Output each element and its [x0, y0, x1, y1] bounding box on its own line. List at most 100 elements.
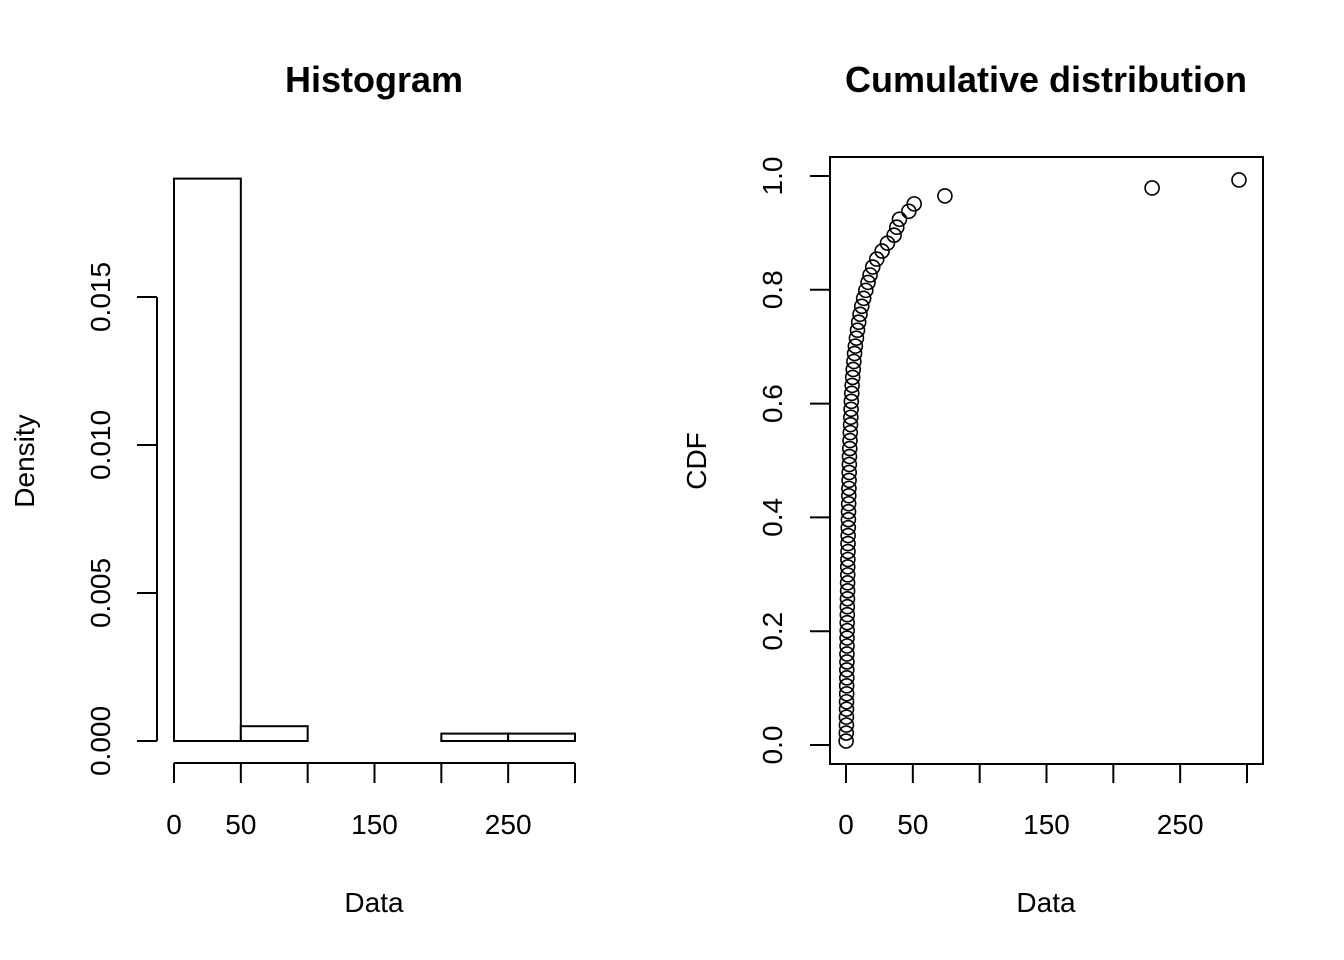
cdf-x-tick-label: 250 — [1157, 809, 1204, 840]
cdf-y-axis-label: CDF — [681, 432, 712, 490]
cdf-point — [844, 369, 861, 386]
cdf-point — [841, 472, 857, 489]
cdf-point — [840, 519, 857, 536]
histogram-bar — [440, 732, 510, 742]
cdf-point — [848, 330, 865, 346]
histogram-bar — [239, 725, 309, 743]
histogram-y-tick-label: 0.005 — [85, 558, 116, 628]
histogram-y-axis-label: Density — [9, 414, 40, 507]
histogram-x-axis: 0 50 150 250 — [166, 762, 576, 840]
cdf-point — [1231, 172, 1247, 188]
cdf-point — [840, 543, 856, 560]
histogram-title: Histogram — [285, 59, 463, 100]
histogram-y-axis: 0.000 0.005 0.010 0.015 — [85, 262, 158, 776]
cdf-y-axis: 0.0 0.2 0.4 0.6 0.8 1.0 — [757, 157, 831, 765]
histogram-x-tick-label: 250 — [485, 809, 532, 840]
cdf-point — [841, 440, 858, 457]
cdf-point — [860, 274, 876, 291]
cdf-point — [868, 251, 885, 267]
cdf-title: Cumulative distribution — [845, 59, 1247, 100]
histogram-x-tick-label: 0 — [166, 809, 182, 840]
cdf-point — [839, 638, 855, 654]
cdf-point — [839, 598, 856, 615]
cdf-point — [839, 583, 856, 599]
cdf-point — [857, 282, 874, 299]
cdf-x-axis: 0 50 150 250 — [838, 763, 1248, 840]
histogram-bars — [173, 177, 576, 743]
histogram-panel: Histogram Data Density 0 50 150 250 0.0000.… — [9, 59, 576, 918]
cdf-point — [839, 662, 855, 678]
cdf-point — [841, 456, 858, 473]
cdf-point — [846, 353, 862, 370]
histogram-x-tick-label: 150 — [351, 809, 398, 840]
cdf-point — [838, 701, 855, 717]
cdf-y-tick-label: 0.8 — [757, 270, 788, 309]
cdf-y-tick-label: 0.6 — [757, 384, 788, 423]
cdf-point — [841, 487, 857, 504]
cdf-point — [843, 385, 860, 402]
cdf-point — [888, 219, 905, 236]
cdf-point — [937, 188, 953, 204]
cdf-point — [839, 567, 856, 583]
cdf-point — [843, 401, 859, 418]
histogram-y-tick-label: 0.000 — [85, 706, 116, 776]
cdf-point — [864, 259, 881, 275]
cdf-point — [839, 670, 855, 686]
cdf-point — [840, 503, 857, 520]
cdf-point — [838, 693, 855, 710]
cdf-point — [842, 424, 859, 441]
cdf-y-tick-label: 1.0 — [757, 157, 788, 196]
cdf-x-tick-label: 0 — [838, 809, 854, 840]
cdf-point — [1144, 180, 1160, 196]
cdf-point — [838, 709, 855, 725]
cdf-point — [855, 290, 872, 307]
cdf-point — [840, 511, 857, 528]
cdf-point — [838, 685, 855, 702]
cdf-point — [839, 575, 856, 591]
cdf-x-tick-label: 50 — [897, 809, 928, 840]
histogram-x-axis-label: Data — [344, 887, 404, 918]
cdf-point — [842, 416, 859, 433]
cdf-x-axis-label: Data — [1016, 887, 1076, 918]
histogram-bar — [173, 177, 242, 743]
cdf-point — [838, 725, 855, 741]
histogram-bar — [507, 732, 576, 742]
cdf-point — [839, 622, 856, 639]
cdf-point — [838, 717, 855, 733]
histogram-y-tick-label: 0.015 — [85, 262, 116, 332]
cdf-y-tick-label: 0.2 — [757, 612, 788, 651]
cdf-point — [845, 361, 862, 378]
cdf-point — [839, 590, 856, 607]
cdf-point — [891, 211, 908, 228]
cdf-points — [838, 172, 1247, 749]
cdf-point — [838, 733, 854, 749]
cdf-x-tick-label: 150 — [1023, 809, 1070, 840]
cdf-point — [846, 345, 863, 362]
cdf-point — [847, 338, 864, 354]
histogram-y-tick-label: 0.010 — [85, 410, 116, 480]
cdf-point — [839, 630, 855, 646]
cdf-point — [849, 322, 866, 338]
cdf-point — [840, 495, 857, 512]
cdf-point — [906, 196, 922, 212]
cdf-point — [843, 409, 859, 426]
cdf-point — [841, 464, 858, 481]
cdf-point — [840, 535, 856, 552]
cdf-point — [844, 377, 860, 394]
cdf-y-tick-label: 0.0 — [757, 726, 788, 765]
cdf-point — [842, 432, 858, 449]
cdf-point — [850, 314, 867, 331]
cdf-point — [839, 646, 855, 662]
cdf-plot-frame — [829, 156, 1264, 765]
histogram-x-tick-label: 50 — [225, 809, 256, 840]
cdf-point — [841, 480, 857, 497]
cdf-point — [874, 243, 890, 259]
cdf-point — [843, 393, 860, 410]
cdf-point — [841, 448, 858, 465]
cdf-point — [886, 227, 902, 243]
cdf-point — [839, 654, 855, 670]
cdf-point — [862, 267, 878, 283]
cdf-point — [853, 298, 870, 315]
cdf-y-tick-label: 0.4 — [757, 498, 788, 537]
